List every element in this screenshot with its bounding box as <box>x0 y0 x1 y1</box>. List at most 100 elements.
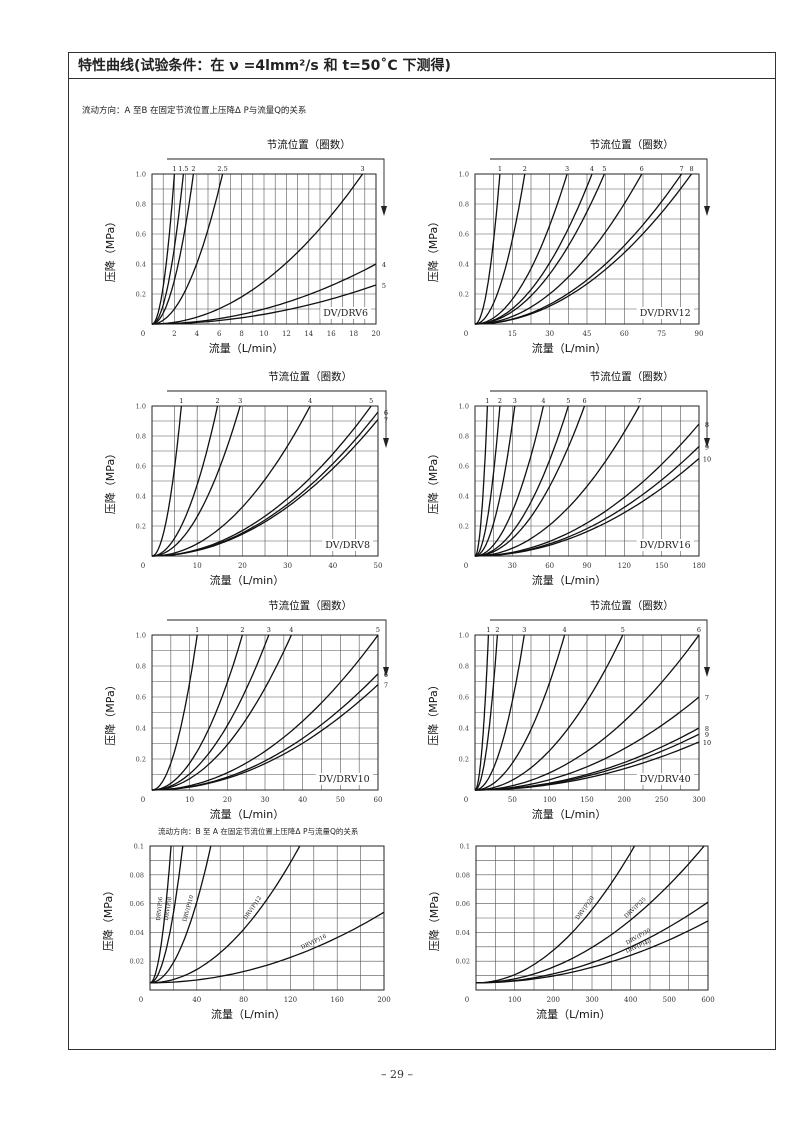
series-curve-2 <box>149 845 184 984</box>
series-curve-4 <box>149 845 301 984</box>
series-curve-2 <box>475 845 705 984</box>
series-curve-3 <box>151 173 195 325</box>
x-tick-label: 12 <box>282 330 291 338</box>
series-label: 5 <box>369 397 373 405</box>
position-arrow-line <box>490 619 708 675</box>
x-tick-label: 100 <box>508 996 521 1004</box>
chart-title: 节流位置（圈数） <box>590 370 674 383</box>
x-tick-label: 500 <box>663 996 676 1004</box>
chart-5: 0 10 20 30 40 50 60 0.2 0.4 0.6 0.8 1.0 流量（L/min） 压降（… <box>103 599 389 821</box>
y-tick-label: 1.0 <box>136 171 146 179</box>
series-curve-8 <box>474 173 693 325</box>
series-label: 7 <box>384 417 388 425</box>
x-tick-label: 600 <box>701 996 714 1004</box>
series-label: 8 <box>705 725 709 733</box>
chart-7: 0 40 80 120 160 200 0.02 0.04 0.06 0.08 0.1 流量（L/mi… <box>101 843 391 1022</box>
y-tick-label: 0.8 <box>459 663 469 671</box>
chart-4: 0 30 60 90 120 150 180 0.2 0.4 0.6 0.8 1.0 流量（L/min）… <box>426 370 711 587</box>
y-tick-label: 1.0 <box>459 632 469 640</box>
series-label: 5 <box>621 626 625 634</box>
x-tick-label: 18 <box>349 330 358 338</box>
y-tick-label: 0.8 <box>459 201 469 209</box>
series-label: 3 <box>513 397 517 405</box>
x-tick-label: 90 <box>583 562 592 570</box>
y-tick-label: 0.4 <box>459 725 469 733</box>
series-label: 3 <box>360 165 364 173</box>
page-frame <box>68 52 776 1050</box>
series-curve-1 <box>474 405 489 557</box>
y-tick-label: 0.1 <box>460 843 470 851</box>
series-label: 2.5 <box>217 165 227 173</box>
model-label-bg <box>636 773 694 785</box>
series-curve-1 <box>151 405 183 557</box>
series-label: 5 <box>376 626 380 634</box>
y-tick-label: 0.6 <box>136 694 146 702</box>
x-tick-label: 30 <box>545 330 554 338</box>
series-label: 7 <box>705 694 709 702</box>
series-label: 2 <box>495 626 499 634</box>
series-label: 4 <box>563 626 567 634</box>
series-curve-5 <box>474 405 569 557</box>
series-curve-2 <box>474 173 526 325</box>
series-label: 4 <box>289 626 293 634</box>
y-tick-label: 0.02 <box>130 958 144 966</box>
series-curve-6 <box>474 634 700 791</box>
chart-title: 节流位置（圈数） <box>268 370 352 383</box>
series-curve-4 <box>474 634 566 791</box>
series-label: 8 <box>705 421 709 429</box>
x-tick-label: 250 <box>655 796 668 804</box>
position-arrow-head <box>383 438 389 448</box>
x-tick-label: 300 <box>585 996 598 1004</box>
model-label-bg <box>636 307 694 319</box>
x-tick-label: 45 <box>583 330 592 338</box>
x-tick-label: 90 <box>695 330 704 338</box>
series-curve-7 <box>151 684 379 791</box>
series-label: 6 <box>384 671 388 679</box>
grid <box>475 845 709 991</box>
x-tick-label: 10 <box>260 330 269 338</box>
y-axis-label: 压降（MPa） <box>103 679 117 745</box>
series-curve-1 <box>151 173 176 325</box>
series-label: 4 <box>590 165 594 173</box>
x-tick-label: 15 <box>508 330 517 338</box>
x-tick-label: 0 <box>141 796 145 804</box>
grid <box>151 173 377 325</box>
model-label: DV/DRV10 <box>319 774 370 785</box>
y-tick-label: 0.4 <box>136 261 146 269</box>
series-curve-10 <box>474 458 700 557</box>
caption-b-to-a: 流动方向：B 至 A 在固定节流位置上压降Δ P与流量Q的关系 <box>158 827 359 836</box>
x-tick-label: 0 <box>464 796 468 804</box>
series-label: 5 <box>566 397 570 405</box>
series-label: 2 <box>523 165 527 173</box>
x-tick-label: 0 <box>141 562 145 570</box>
x-tick-label: 40 <box>298 796 307 804</box>
model-label: DV/DRV8 <box>325 540 370 551</box>
x-tick-label: 10 <box>185 796 194 804</box>
y-tick-label: 0.2 <box>136 756 146 764</box>
series-curve-3 <box>474 173 568 325</box>
series-label: DRV(P)6 <box>155 896 164 921</box>
series-label: 1 <box>195 626 199 634</box>
x-tick-label: 6 <box>217 330 222 338</box>
plot-border <box>474 405 700 557</box>
series-label: 6 <box>384 409 388 417</box>
y-tick-label: 1.0 <box>136 403 146 411</box>
series-curve-5 <box>150 911 385 984</box>
position-arrow-head <box>704 438 710 448</box>
y-tick-label: 0.4 <box>459 493 469 501</box>
y-axis-label: 压降（MPa） <box>426 448 440 514</box>
series-curve-4 <box>151 405 311 557</box>
x-tick-label: 400 <box>624 996 637 1004</box>
x-tick-label: 200 <box>377 996 390 1004</box>
model-label: DV/DRV40 <box>640 774 691 785</box>
plot-border <box>474 634 700 791</box>
series-curve-4 <box>151 634 292 791</box>
chart-title: 节流位置（圈数） <box>268 599 352 612</box>
position-arrow-head <box>381 206 387 216</box>
series-curve-1 <box>151 634 198 791</box>
series-curve-2 <box>151 634 244 791</box>
x-tick-label: 300 <box>692 796 705 804</box>
position-arrow-head <box>704 206 710 216</box>
x-axis-label: 流量（L/min） <box>532 573 607 587</box>
model-label-bg <box>320 307 371 319</box>
